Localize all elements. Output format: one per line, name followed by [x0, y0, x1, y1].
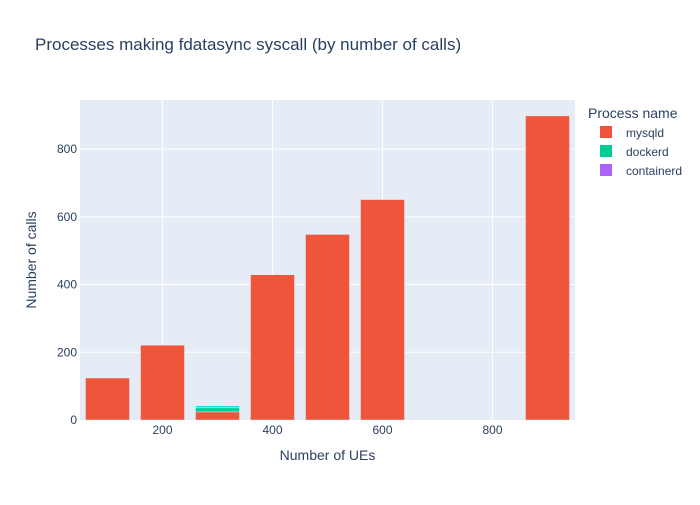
x-tick-label: 600	[372, 423, 392, 437]
bar-mysqld-500[interactable]	[305, 234, 350, 421]
y-tick-labels: 0 200 400 600 800	[57, 142, 77, 427]
legend-item-containerd[interactable]: containerd	[600, 164, 682, 178]
legend-label-containerd: containerd	[626, 164, 682, 178]
y-axis-label: Number of calls	[23, 211, 39, 308]
bar-mysqld-100[interactable]	[85, 377, 130, 421]
bar-mysqld-400[interactable]	[250, 274, 295, 421]
bar-mysqld-200[interactable]	[140, 344, 185, 421]
y-tick-label: 400	[57, 278, 77, 292]
legend-label-mysqld: mysqld	[626, 126, 664, 140]
bar-mysqld-300[interactable]	[195, 411, 240, 421]
y-tick-label: 0	[70, 413, 77, 427]
legend-item-dockerd[interactable]: dockerd	[600, 145, 669, 159]
legend-swatch-dockerd	[600, 145, 612, 157]
bars	[85, 115, 570, 421]
y-tick-label: 600	[57, 210, 77, 224]
bar-dockerd-300[interactable]	[195, 407, 240, 413]
legend-label-dockerd: dockerd	[626, 145, 669, 159]
y-tick-label: 200	[57, 345, 77, 359]
legend: Process name mysqld dockerd containerd	[588, 105, 682, 178]
x-tick-label: 800	[482, 423, 502, 437]
x-tick-labels: 200 400 600 800	[152, 423, 502, 437]
chart-title: Processes making fdatasync syscall (by n…	[35, 35, 461, 54]
legend-swatch-containerd	[600, 164, 612, 176]
x-tick-label: 200	[152, 423, 172, 437]
x-axis-label: Number of UEs	[280, 447, 376, 463]
bar-mysqld-600[interactable]	[360, 199, 405, 421]
legend-swatch-mysqld	[600, 126, 612, 138]
bar-segment-extra-300[interactable]	[195, 405, 240, 409]
y-tick-label: 800	[57, 142, 77, 156]
legend-item-mysqld[interactable]: mysqld	[600, 126, 664, 140]
legend-title: Process name	[588, 105, 678, 121]
bar-mysqld-900[interactable]	[525, 115, 570, 421]
x-tick-label: 400	[262, 423, 282, 437]
